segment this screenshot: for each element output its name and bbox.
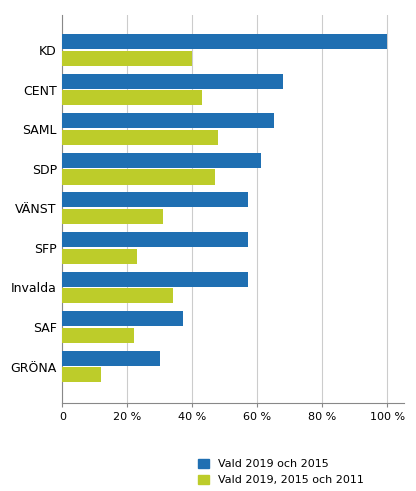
Bar	[62, 248, 137, 264]
Bar	[62, 351, 160, 366]
Bar	[62, 34, 387, 49]
Bar	[62, 153, 260, 168]
Bar	[62, 51, 192, 66]
Bar	[62, 328, 134, 343]
Bar	[62, 192, 248, 208]
Bar	[62, 367, 102, 382]
Bar	[62, 113, 274, 128]
Bar	[62, 288, 173, 303]
Bar	[62, 232, 248, 247]
Bar	[62, 90, 202, 106]
Bar	[62, 209, 163, 224]
Bar	[62, 169, 215, 185]
Bar	[62, 311, 183, 326]
Bar	[62, 74, 283, 89]
Legend: Vald 2019 och 2015, Vald 2019, 2015 och 2011: Vald 2019 och 2015, Vald 2019, 2015 och …	[198, 459, 364, 485]
Bar	[62, 272, 248, 287]
Bar	[62, 130, 218, 145]
